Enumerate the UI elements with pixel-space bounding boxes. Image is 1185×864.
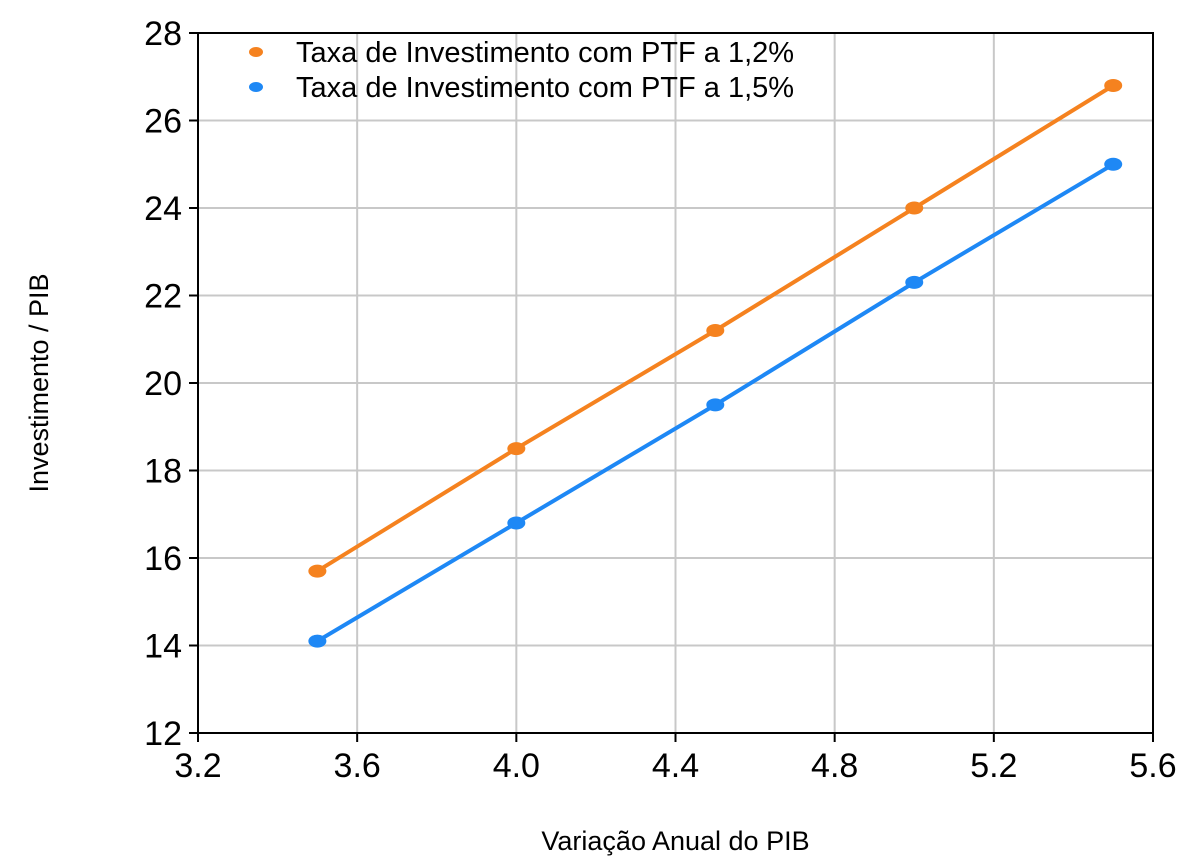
legend-marker [249, 47, 263, 57]
legend-marker [249, 82, 263, 92]
grid-lines [198, 33, 1153, 733]
x-tick-label: 5.6 [1129, 747, 1176, 785]
y-tick-label: 28 [144, 15, 182, 53]
x-tick-label: 4.0 [493, 747, 540, 785]
x-tick-label: 5.2 [970, 747, 1017, 785]
data-point [706, 398, 725, 412]
y-tick-label: 16 [144, 540, 182, 578]
data-point [1104, 157, 1123, 171]
data-point [308, 634, 327, 648]
y-tick-label: 20 [144, 365, 182, 403]
series-lines [308, 79, 1123, 648]
data-point [706, 324, 725, 337]
data-point [905, 275, 924, 289]
legend-label: Taxa de Investimento com PTF a 1,2% [296, 37, 794, 69]
x-tick-label: 3.6 [334, 747, 381, 785]
y-tick-label: 26 [144, 103, 182, 141]
data-point [507, 516, 526, 530]
y-tick-label: 22 [144, 278, 182, 316]
y-tick-label: 24 [144, 190, 182, 228]
x-axis-title: Variação Anual do PIB [541, 826, 809, 856]
x-tick-label: 4.8 [811, 747, 858, 785]
x-tick-label: 4.4 [652, 747, 699, 785]
legend-label: Taxa de Investimento com PTF a 1,5% [296, 72, 794, 104]
legend: Taxa de Investimento com PTF a 1,2%Taxa … [249, 37, 794, 104]
data-point [308, 564, 327, 578]
y-tick-label: 18 [144, 453, 182, 491]
x-tick-label: 3.2 [174, 747, 221, 785]
data-point [1104, 79, 1123, 92]
y-axis-title: Investimento / PIB [24, 273, 54, 492]
y-tick-label: 12 [144, 715, 182, 753]
axis-ticks: 3.2 3.6 4.0 4.4 4.8 5.2 5.6 12 14 16 18 20 22 24 26 28 [144, 15, 1176, 785]
data-point [905, 201, 924, 215]
data-point [507, 442, 526, 456]
y-tick-label: 14 [144, 628, 182, 666]
